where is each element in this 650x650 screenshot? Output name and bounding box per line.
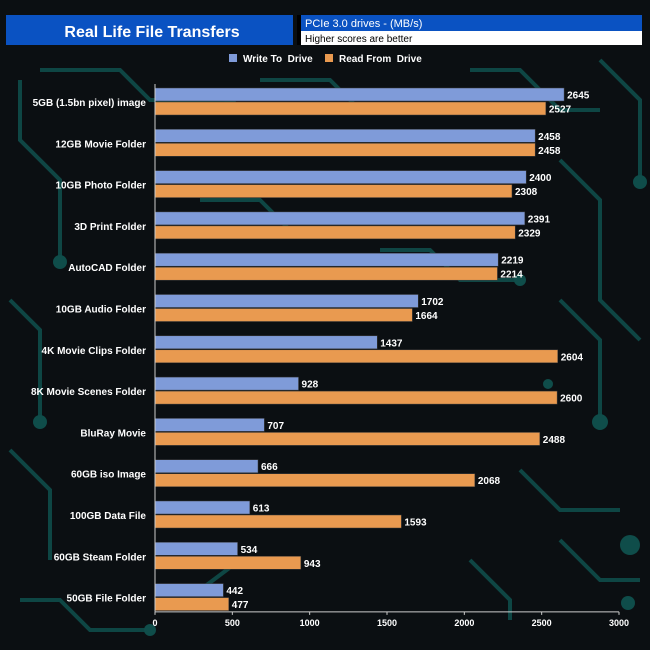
data-label-read: 2600 [560, 394, 583, 405]
category-label: 4K Movie Clips Folder [42, 346, 147, 357]
category-label: BluRay Movie [80, 428, 146, 439]
header-note-bg [297, 31, 642, 45]
legend-write-label: Write To Drive [243, 54, 313, 65]
data-label-write: 2219 [501, 256, 524, 267]
bar-read [154, 308, 413, 322]
x-tick-label: 0 [152, 618, 157, 628]
bar-write [154, 170, 527, 184]
category-label: 10GB Photo Folder [55, 181, 146, 192]
bar-write [154, 418, 265, 432]
category-label: 8K Movie Scenes Folder [31, 387, 146, 398]
data-label-write: 928 [302, 380, 319, 391]
data-label-write: 666 [261, 462, 278, 473]
bar-read [154, 514, 402, 529]
category-label: AutoCAD Folder [68, 263, 146, 274]
bar-read [154, 597, 230, 611]
header-subtitle: PCIe 3.0 drives - (MB/s) [305, 18, 422, 30]
x-tick-label: 1000 [300, 618, 320, 628]
x-tick-label: 500 [225, 618, 240, 628]
data-label-read: 943 [304, 559, 321, 570]
bar-read [154, 184, 513, 198]
category-labels: 5GB (1.5bn pixel) image 12GB Movie Folder… [31, 98, 146, 605]
x-tick-label: 2500 [532, 618, 552, 628]
bar-read [154, 390, 558, 405]
bar-write [154, 252, 499, 267]
bar-write [154, 87, 565, 102]
bar-read [154, 556, 302, 570]
category-label: 50GB File Folder [67, 594, 147, 605]
data-label-read: 2527 [549, 105, 572, 116]
x-tick-label: 3000 [609, 618, 629, 628]
data-label-read: 2308 [515, 187, 538, 198]
category-label: 12GB Movie Folder [55, 139, 146, 150]
data-label-write: 2458 [538, 132, 561, 143]
legend-read-label: Read From Drive [339, 54, 422, 65]
x-tick-label: 2000 [454, 618, 474, 628]
data-label-write: 613 [253, 504, 270, 515]
data-label-write: 534 [241, 545, 258, 556]
bar-write [154, 211, 526, 226]
data-label-read: 2068 [478, 476, 501, 487]
category-label: 60GB iso Image [71, 470, 146, 481]
bar-write [154, 583, 224, 597]
category-label: 3D Print Folder [74, 222, 146, 233]
data-label-write: 2391 [528, 214, 551, 225]
data-label-write: 1437 [380, 338, 403, 349]
data-label-write: 2645 [567, 91, 590, 102]
data-label-read: 2488 [543, 435, 566, 446]
bar-write [154, 500, 251, 515]
legend: Write To Drive Read From Drive [229, 54, 422, 65]
data-label-write: 442 [226, 586, 243, 597]
data-label-read: 477 [232, 600, 249, 611]
bar-read [154, 432, 541, 446]
header-subtitle-bg [297, 15, 642, 31]
header-note: Higher scores are better [305, 34, 413, 45]
data-label-read: 2329 [518, 228, 541, 239]
bar-read [154, 101, 547, 116]
data-label-write: 2400 [529, 173, 552, 184]
data-label-read: 2604 [561, 352, 584, 363]
data-label-read: 2214 [500, 270, 523, 281]
data-label-write: 707 [267, 421, 284, 432]
category-label: 60GB Steam Folder [54, 552, 146, 563]
circuit-nodes [33, 94, 647, 636]
bar-write [154, 542, 238, 556]
header-note-marker [297, 31, 301, 45]
bar-read [154, 266, 498, 281]
data-label-read: 1664 [415, 311, 438, 322]
bar-read [154, 225, 516, 240]
data-label-write: 1702 [421, 297, 444, 308]
data-label-read: 2458 [538, 146, 561, 157]
x-tick-label: 1500 [377, 618, 397, 628]
header-title-bg [6, 15, 293, 45]
bar-write [154, 129, 536, 143]
bar-read [154, 349, 559, 364]
bar-write [154, 335, 378, 350]
bar-write [154, 459, 259, 473]
x-axis: 0 500 1000 1500 2000 2500 3000 [152, 84, 629, 628]
bar-write [154, 376, 299, 391]
legend-write-swatch [229, 54, 237, 62]
category-label: 10GB Audio Folder [56, 305, 146, 316]
bars-layer: 2645 2527 2458 2458 2400 2308 2391 2329 2219 2214… [154, 87, 590, 611]
bar-read [154, 143, 536, 157]
header-title: Real Life File Transfers [64, 24, 239, 41]
category-label: 100GB Data File [70, 511, 147, 522]
bar-read [154, 473, 476, 487]
bar-write [154, 294, 419, 308]
header-subtitle-marker [297, 15, 301, 31]
data-label-read: 1593 [404, 518, 427, 529]
legend-read-swatch [325, 54, 333, 62]
category-label: 5GB (1.5bn pixel) image [33, 98, 147, 109]
